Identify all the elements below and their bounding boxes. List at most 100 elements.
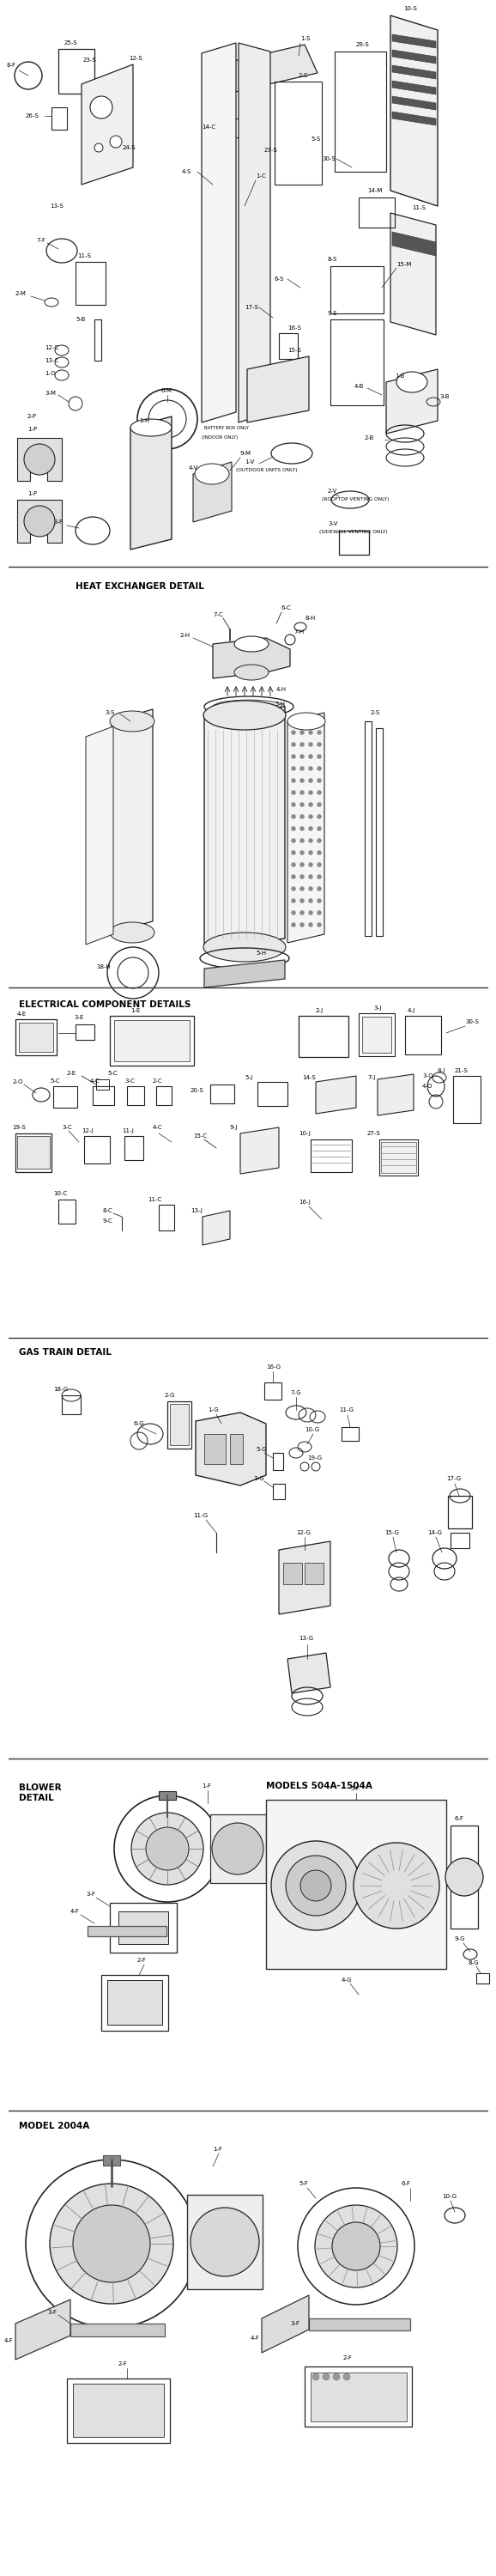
Bar	[204, 1435, 226, 1463]
Bar	[70, 2324, 165, 2336]
Ellipse shape	[300, 814, 304, 819]
Ellipse shape	[291, 922, 296, 927]
Ellipse shape	[301, 1870, 331, 1901]
Bar	[62, 1396, 81, 1414]
Text: 4-J: 4-J	[408, 1007, 416, 1012]
Text: 8-S: 8-S	[328, 258, 338, 263]
Ellipse shape	[300, 768, 304, 770]
Text: 10-C: 10-C	[53, 1190, 67, 1195]
Bar	[264, 1383, 281, 1399]
Bar	[187, 2195, 262, 2290]
Text: 4-C: 4-C	[90, 1079, 100, 1084]
Text: 5-H: 5-H	[256, 951, 266, 956]
Ellipse shape	[203, 933, 286, 961]
Polygon shape	[17, 500, 62, 544]
Bar	[17, 1136, 50, 1170]
Text: 6-M: 6-M	[161, 389, 173, 394]
Ellipse shape	[131, 1814, 203, 1886]
Text: 2-P: 2-P	[27, 415, 37, 420]
Bar	[101, 1976, 168, 2030]
Polygon shape	[202, 1211, 230, 1244]
Bar	[210, 1084, 234, 1103]
Ellipse shape	[300, 742, 304, 747]
Bar	[93, 1087, 114, 1105]
Ellipse shape	[317, 732, 321, 734]
Text: 12-G: 12-G	[296, 1530, 310, 1535]
Text: 17-S: 17-S	[245, 304, 258, 309]
Text: 11-S: 11-S	[77, 252, 91, 258]
Text: 3-J: 3-J	[373, 1005, 381, 1010]
Ellipse shape	[317, 791, 321, 793]
Text: 13-J: 13-J	[190, 1208, 202, 1213]
Text: 3-F: 3-F	[86, 1891, 95, 1896]
Text: 13-S: 13-S	[50, 204, 63, 209]
Ellipse shape	[234, 665, 269, 680]
Bar	[379, 1139, 418, 1175]
Text: 3-S: 3-S	[105, 711, 115, 716]
Bar	[381, 1141, 416, 1172]
Text: 9-C: 9-C	[103, 1218, 113, 1224]
Polygon shape	[130, 417, 172, 549]
Ellipse shape	[271, 1842, 361, 1929]
Text: 6-S: 6-S	[275, 276, 284, 281]
Text: 5-J: 5-J	[245, 1074, 252, 1079]
Text: 2-V: 2-V	[328, 489, 337, 495]
Ellipse shape	[50, 2184, 173, 2303]
Text: GAS TRAIN DETAIL: GAS TRAIN DETAIL	[19, 1347, 112, 1358]
Polygon shape	[316, 1077, 356, 1113]
Text: 13-G: 13-G	[299, 1636, 313, 1641]
Text: 11-G: 11-G	[193, 1512, 208, 1517]
Text: 4-H: 4-H	[276, 688, 287, 693]
Ellipse shape	[317, 850, 321, 855]
Text: 4-C: 4-C	[153, 1126, 163, 1131]
Text: 17-G: 17-G	[446, 1476, 461, 1481]
Polygon shape	[377, 1074, 414, 1115]
Text: 8-C: 8-C	[103, 1208, 113, 1213]
Text: 3-O: 3-O	[422, 1074, 433, 1079]
Ellipse shape	[315, 2205, 397, 2287]
Ellipse shape	[291, 876, 296, 878]
Ellipse shape	[94, 144, 103, 152]
Ellipse shape	[300, 886, 304, 891]
Text: 3-G: 3-G	[253, 1476, 264, 1481]
Text: 14-S: 14-S	[302, 1074, 315, 1079]
Ellipse shape	[317, 778, 321, 783]
Polygon shape	[204, 961, 285, 987]
Text: 13-C: 13-C	[45, 358, 59, 363]
Bar	[305, 2367, 412, 2427]
Text: 3-M: 3-M	[45, 392, 56, 397]
Polygon shape	[193, 461, 232, 523]
Ellipse shape	[317, 899, 321, 904]
Ellipse shape	[354, 1842, 439, 1929]
Text: 14-M: 14-M	[367, 188, 382, 193]
Ellipse shape	[195, 464, 229, 484]
Text: 6-G: 6-G	[133, 1422, 144, 1427]
Text: BATTERY BOX ONLY: BATTERY BOX ONLY	[204, 425, 249, 430]
Bar	[225, 118, 240, 137]
Polygon shape	[239, 44, 270, 422]
Text: 14-C: 14-C	[202, 124, 215, 129]
Bar	[19, 1023, 53, 1051]
Text: 12-S: 12-S	[129, 57, 142, 62]
Text: 4-S: 4-S	[182, 170, 191, 175]
Polygon shape	[195, 1412, 266, 1486]
Text: 7-H: 7-H	[294, 629, 304, 634]
Polygon shape	[247, 355, 309, 422]
Text: 7-C: 7-C	[213, 613, 223, 618]
Text: 27-S: 27-S	[367, 1131, 381, 1136]
Ellipse shape	[291, 899, 296, 904]
Text: 19-S: 19-S	[12, 1126, 26, 1131]
Text: 1-F: 1-F	[202, 1783, 211, 1788]
Bar	[376, 729, 383, 935]
Polygon shape	[219, 44, 317, 93]
Polygon shape	[392, 64, 436, 80]
Text: 27-S: 27-S	[264, 147, 278, 152]
Text: 15-S: 15-S	[288, 348, 301, 353]
Ellipse shape	[291, 755, 296, 757]
Bar	[15, 1020, 57, 1056]
Text: 5-S: 5-S	[310, 137, 320, 142]
Ellipse shape	[309, 827, 313, 829]
Ellipse shape	[317, 827, 321, 829]
Ellipse shape	[317, 840, 321, 842]
Ellipse shape	[309, 886, 313, 891]
